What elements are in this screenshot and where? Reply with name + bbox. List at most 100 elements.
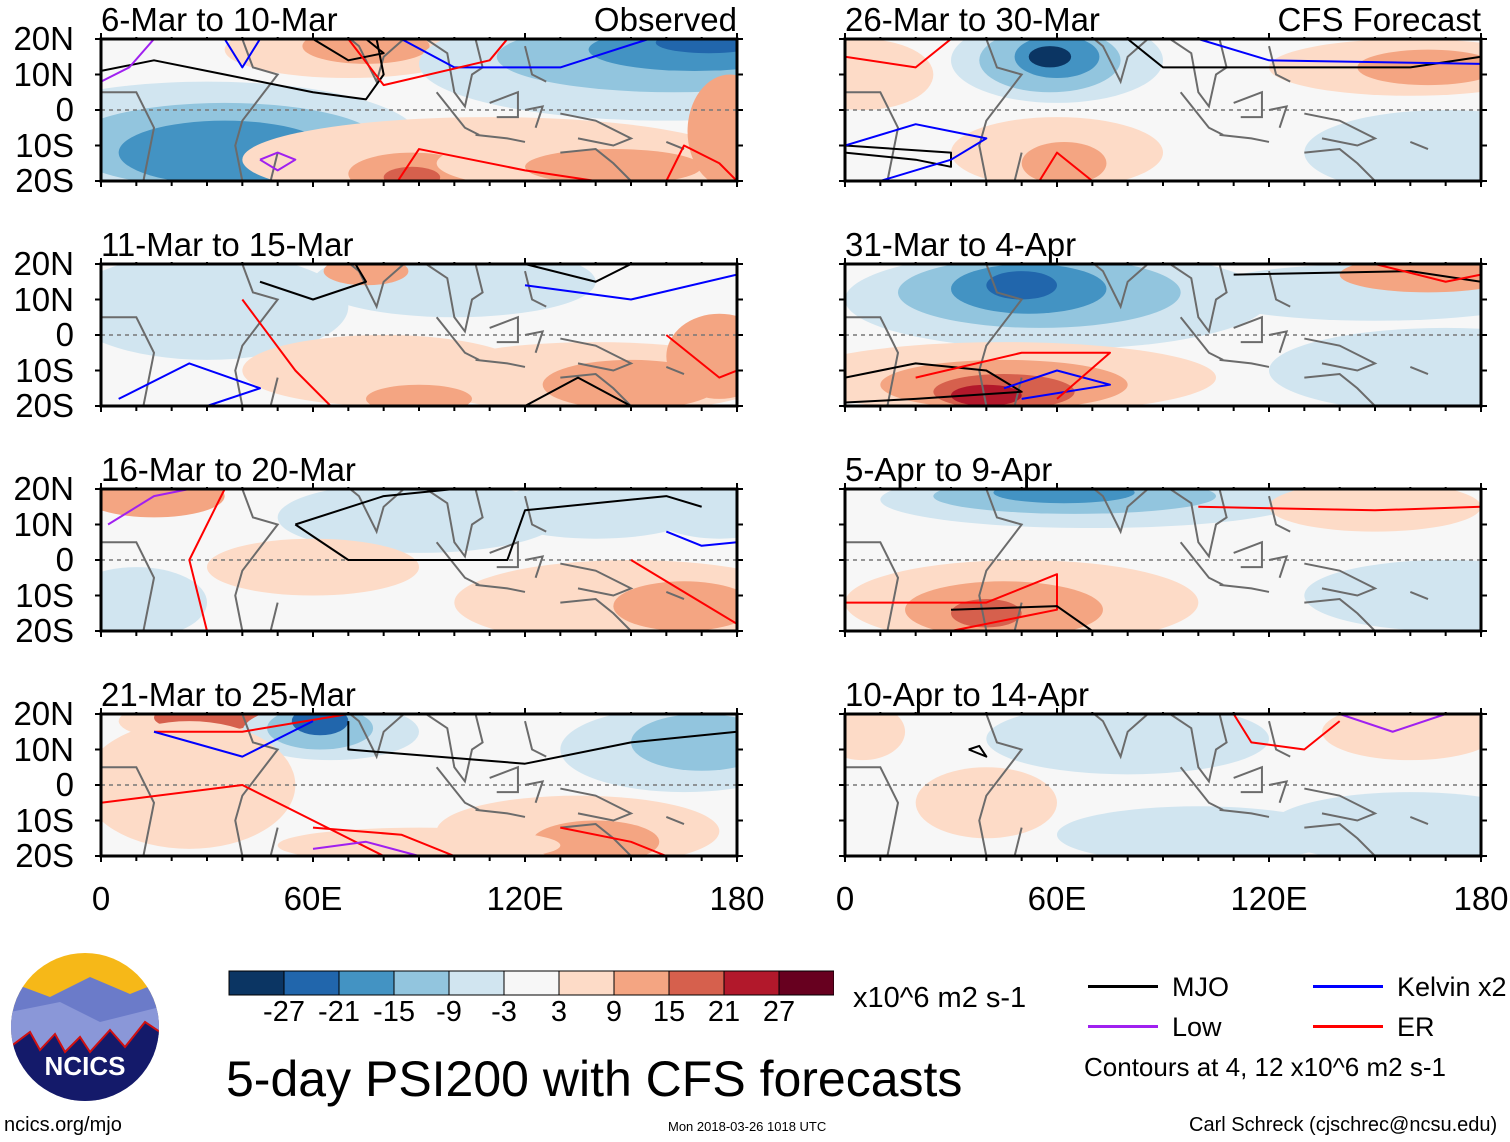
- coastline: [475, 583, 526, 593]
- colorbar-label: 27: [762, 996, 796, 1028]
- contour-line: [968, 744, 988, 758]
- coastline: [269, 602, 279, 631]
- colorbar-swatch: [723, 970, 780, 996]
- contour-line: [524, 264, 632, 283]
- contour-line: [259, 264, 367, 301]
- coastline: [560, 823, 632, 856]
- coastline: [101, 316, 156, 406]
- legend-line-low: [1088, 1025, 1158, 1028]
- coastline: [101, 91, 156, 181]
- coastline: [1304, 112, 1378, 147]
- lon-tick-label: 120E: [486, 880, 564, 917]
- lon-tick-label: 60E: [283, 880, 343, 917]
- contour-line: [1232, 714, 1341, 751]
- coastline: [1268, 45, 1291, 83]
- coastline: [475, 808, 526, 818]
- anomaly-shading: [655, 39, 737, 54]
- coastline: [489, 540, 519, 569]
- coastline: [1268, 105, 1289, 129]
- coastline: [489, 90, 519, 119]
- contour-line: [259, 151, 297, 172]
- contour-line: [950, 605, 1093, 631]
- coastline: [524, 105, 545, 129]
- coastline: [1409, 591, 1429, 600]
- coastline: [524, 45, 547, 83]
- colorbar-label: -9: [436, 996, 462, 1028]
- coastline: [269, 377, 279, 406]
- coastline: [1219, 133, 1270, 143]
- legend-line-mjo: [1088, 985, 1158, 988]
- anomaly-shading: [1304, 560, 1481, 631]
- coastline: [1179, 541, 1224, 586]
- coastline: [524, 780, 545, 804]
- colorbar-label: 3: [550, 996, 568, 1028]
- coastline: [978, 264, 1024, 406]
- map-panel: [95, 258, 743, 412]
- map-panel: [839, 483, 1487, 637]
- colorbar-label: 21: [707, 996, 741, 1028]
- contour-line: [1374, 264, 1481, 283]
- lat-tick-label: 10S: [15, 576, 74, 614]
- coastline: [1304, 598, 1376, 631]
- contour-line: [665, 144, 737, 181]
- anomaly-shading: [489, 489, 702, 539]
- contour-line: [400, 39, 649, 69]
- coastline: [524, 555, 545, 579]
- lat-tick-label: 20S: [15, 387, 74, 424]
- coastline: [1179, 91, 1224, 136]
- coastline: [305, 264, 406, 310]
- anomaly-shading: [1028, 46, 1072, 68]
- colorbar-swatch: [283, 970, 340, 996]
- legend-label: MJO: [1172, 972, 1229, 1002]
- lat-tick-label: 0: [55, 541, 74, 578]
- coastline: [1268, 720, 1291, 758]
- coastline: [978, 39, 1024, 181]
- anomaly-shading: [525, 149, 702, 181]
- footer-timestamp: Mon 2018-03-26 1018 UTC: [668, 1119, 827, 1134]
- map-panel: [839, 33, 1487, 187]
- panel-title: 11-Mar to 15-Mar: [101, 226, 354, 263]
- panel-tag: CFS Forecast: [1277, 1, 1481, 38]
- panel-title: 5-Apr to 9-Apr: [845, 451, 1053, 488]
- lat-tick-label: 10N: [13, 55, 74, 93]
- coastline: [489, 765, 519, 794]
- contour-line: [665, 530, 737, 547]
- contour-line: [101, 39, 385, 101]
- panel-title: 26-Mar to 30-Mar: [845, 1, 1100, 38]
- legend-label: ER: [1397, 1012, 1435, 1042]
- coastline: [524, 720, 547, 758]
- coastline: [435, 316, 480, 361]
- coastline: [560, 598, 632, 631]
- colorbar-swatch: [613, 970, 670, 996]
- coastline: [978, 714, 1024, 856]
- contour-line: [101, 784, 385, 856]
- anomaly-shading: [648, 489, 737, 539]
- anomaly-shading: [532, 820, 660, 856]
- lat-tick-label: 0: [55, 91, 74, 128]
- colorbar-label: -15: [373, 996, 415, 1028]
- legend-label: Kelvin x2: [1397, 972, 1507, 1002]
- coastline: [1219, 583, 1270, 593]
- coastline: [1219, 358, 1270, 368]
- coastline: [475, 358, 526, 368]
- anomaly-shading: [1322, 714, 1481, 761]
- legend-line-er: [1313, 1025, 1383, 1028]
- coastline: [269, 152, 279, 181]
- contour-line: [154, 714, 349, 733]
- panel-title: 6-Mar to 10-Mar: [101, 1, 338, 38]
- lon-tick-label: 120E: [1230, 880, 1308, 917]
- anomaly-shading: [1269, 327, 1481, 406]
- contour-line: [560, 826, 667, 856]
- coastline: [1409, 366, 1429, 375]
- coastline: [234, 39, 280, 181]
- lon-tick-label: 180: [1453, 880, 1509, 917]
- anomaly-shading: [1269, 792, 1481, 856]
- coastline: [269, 827, 279, 856]
- coastline: [1304, 373, 1376, 406]
- colorbar: [228, 970, 834, 996]
- coastline: [1169, 489, 1228, 559]
- coastline: [560, 787, 634, 822]
- anomaly-shading: [845, 714, 906, 761]
- contour-line: [153, 720, 314, 758]
- anomaly-shading: [986, 271, 1057, 300]
